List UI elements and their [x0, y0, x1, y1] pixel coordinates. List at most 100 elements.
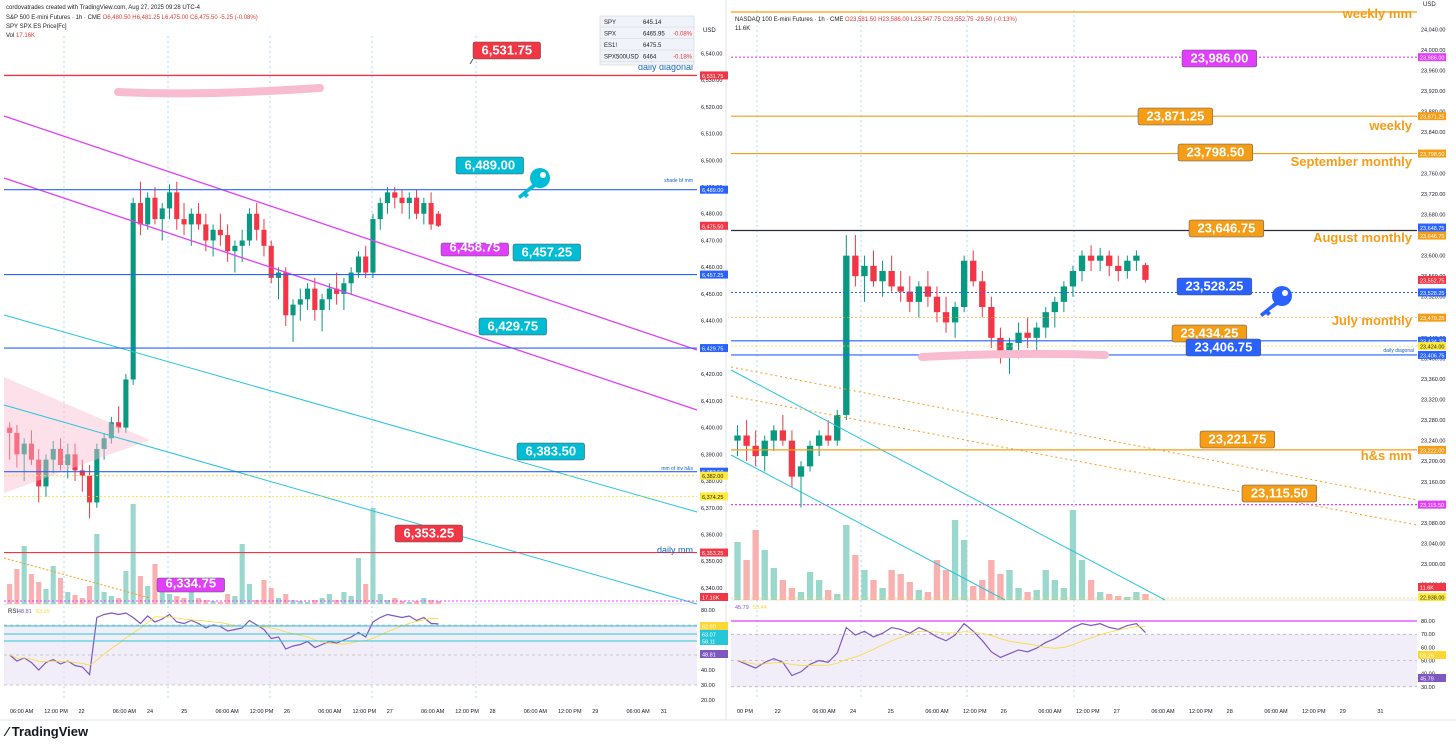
left-callout-6458-box: [440, 242, 509, 257]
right-axis-tag-11: 23,222.00: [1418, 445, 1446, 454]
left-callout-6353[interactable]: 6,353.25: [394, 524, 463, 543]
left-candle-body: [14, 432, 20, 455]
left-volume-bar: [370, 508, 376, 604]
right-rsi-tick: 30.00: [1421, 685, 1435, 691]
left-candle-body: [384, 192, 391, 204]
right-callout-23986[interactable]: 23,986.00: [1181, 49, 1258, 68]
left-time-label: 12:00 PM: [353, 709, 377, 715]
left-volume-bar: [101, 592, 107, 604]
right-time-label: 12:00 PM: [963, 709, 987, 715]
right-candle-body: [788, 440, 796, 477]
right-candle-body: [915, 286, 923, 302]
right-price-tick: 23,320.00: [1421, 398, 1445, 404]
right-price-tick: 23,840.00: [1421, 130, 1445, 136]
left-time-label: 31: [661, 709, 667, 715]
right-candle-body: [979, 281, 986, 307]
left-orange-dotted: [3, 557, 151, 599]
right-axis-tag-0-box: [1418, 53, 1446, 62]
right-price-tick: 23,280.00: [1421, 418, 1445, 424]
left-callout-6334[interactable]: 6,334.75: [156, 576, 225, 593]
right-volume-bar: [825, 590, 832, 600]
right-time-label: 29: [1340, 709, 1346, 715]
right-volume-bar: [843, 525, 850, 600]
left-volume-bar: [297, 601, 303, 604]
right-callout-23646[interactable]: 23,646.75: [1188, 219, 1265, 238]
left-candle-body: [21, 443, 27, 455]
left-callout-6457-text: 6,457.25: [521, 245, 572, 260]
left-candle-body: [217, 229, 223, 236]
tradingview-logo[interactable]: ⁄ TradingView: [6, 724, 89, 739]
right-candle-body: [1024, 332, 1031, 338]
right-callout-23406-text: 23,406.75: [1194, 340, 1252, 355]
left-callout-6531[interactable]: 6,531.75: [472, 41, 541, 60]
right-callout-23871[interactable]: 23,871.25: [1137, 107, 1214, 126]
left-subtitle: SPY SPX ES Price[Fc]: [6, 24, 67, 30]
right-candle-body: [1015, 332, 1022, 343]
left-rsi-ma-value: 53.29: [36, 609, 50, 615]
right-volume-bar: [1115, 596, 1122, 600]
right-axis-tag-6-text: 23,528.25: [1420, 291, 1444, 297]
right-highlight-stroke: [918, 349, 1109, 361]
right-label-september-monthly: September monthly: [1291, 154, 1413, 169]
left-callout-6429[interactable]: 6,429.75: [478, 317, 547, 336]
right-time-label: 24: [850, 709, 856, 715]
right-callout-23528[interactable]: 23,528.25: [1176, 277, 1253, 296]
right-callout-23434[interactable]: 23,434.25: [1171, 324, 1248, 343]
left-rsi-ma-line: [9, 616, 439, 666]
right-volume-bar: [743, 560, 750, 600]
right-volume-bar: [834, 594, 841, 600]
left-candle-body: [261, 229, 267, 246]
left-axis-tag-8: 6,353.25: [700, 548, 728, 557]
left-volume-readout: Vol 17.16K: [6, 32, 35, 40]
right-callout-23221[interactable]: 23,221.75: [1199, 430, 1276, 449]
right-candle-body: [743, 435, 750, 446]
right-price-tick: 23,360.00: [1421, 377, 1445, 383]
left-volume-bar: [43, 589, 49, 604]
right-callout-23406[interactable]: 23,406.75: [1185, 338, 1262, 357]
left-rsi-value: 48.81: [18, 609, 32, 615]
left-volume-bar: [137, 576, 143, 604]
left-callout-6383[interactable]: 6,383.50: [516, 442, 585, 461]
left-candle-body: [355, 256, 361, 273]
right-rsi-tag-1-text: 45.79: [1420, 677, 1434, 683]
left-volume-bar: [57, 578, 64, 604]
left-candle-body: [152, 197, 158, 220]
left-candle-body: [326, 288, 332, 300]
left-volume-bar: [290, 600, 296, 604]
right-axis-tag-10-text: 23,406.75: [1420, 353, 1444, 359]
right-rsi-ma-line: [737, 626, 1146, 666]
left-volume-bar: [203, 600, 209, 604]
left-rsi-tag-0-text: 62.90: [702, 625, 716, 631]
left-candle-body: [196, 213, 202, 225]
right-rsi-tag-0-box: [1418, 651, 1446, 659]
left-time-label: 06:00 AM: [524, 709, 548, 715]
left-callout-6489[interactable]: 6,489.00: [455, 156, 524, 175]
right-candle-body: [1051, 301, 1058, 313]
left-axis-tag-0-box: [700, 71, 728, 80]
right-callout-23798[interactable]: 23,798.50: [1177, 143, 1254, 162]
right-vol-value: 11.6K: [735, 26, 751, 32]
left-volume-bar: [406, 602, 412, 604]
left-price-tick: 6,390.00: [701, 452, 722, 458]
right-volume-bar: [1124, 597, 1131, 600]
left-time-label: 12:00 PM: [250, 709, 274, 715]
left-callout-6457[interactable]: 6,457.25: [512, 243, 581, 262]
left-volume-bar: [341, 592, 347, 604]
right-callout-23646-box: [1188, 219, 1265, 238]
right-key-icon-hole: [1282, 290, 1288, 296]
right-axis-tag-12: 23,115.50: [1418, 500, 1446, 509]
left-watch-table: [599, 15, 695, 66]
right-volume-bar: [997, 574, 1004, 600]
left-volume-bar: [319, 598, 325, 604]
left-callout-6458[interactable]: 6,458.75: [440, 240, 509, 257]
left-candle-body: [305, 288, 311, 300]
left-candle-body: [363, 256, 369, 273]
right-candle-body: [1115, 265, 1122, 272]
right-callout-23115[interactable]: 23,115.50: [1241, 484, 1318, 503]
left-time-label: 06:00 AM: [318, 709, 342, 715]
left-axis-tag-8-box: [700, 548, 728, 557]
right-price-tick: 23,160.00: [1421, 480, 1445, 486]
right-candle-body: [997, 337, 1004, 354]
right-candle-body: [834, 414, 841, 441]
